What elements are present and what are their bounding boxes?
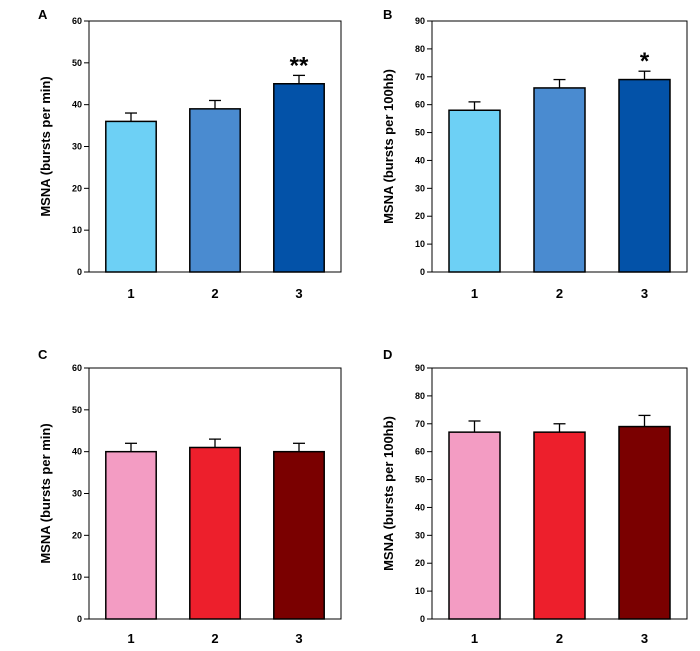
y-tick-label-d-40: 40 [415, 502, 425, 512]
bar-c-3 [273, 450, 325, 620]
bar-c-1 [105, 450, 157, 620]
y-tick-label-b-30: 30 [415, 183, 425, 193]
y-tick-label-b-40: 40 [415, 155, 425, 165]
bar-b-2 [533, 87, 586, 273]
y-axis-title-b: MSNA (bursts per 100hb) [381, 69, 396, 224]
panel-c: 0 10 20 30 40 50 60 1 2 3 MSNA (bursts per min) C [38, 347, 342, 646]
bar-b-3 [618, 78, 671, 273]
x-category-label-a-1: 1 [127, 286, 134, 301]
bar-d-2 [533, 431, 586, 620]
y-tick-label-b-0: 0 [420, 267, 425, 277]
y-tick-label-d-80: 80 [415, 391, 425, 401]
x-category-label-a-3: 3 [295, 286, 302, 301]
x-category-label-d-2: 2 [556, 631, 563, 646]
bar-d-1 [448, 431, 501, 620]
y-tick-label-c-10: 10 [72, 572, 82, 582]
x-category-label-b-3: 3 [641, 286, 648, 301]
x-category-label-d-1: 1 [471, 631, 478, 646]
y-tick-label-a-10: 10 [72, 225, 82, 235]
y-tick-label-c-40: 40 [72, 447, 82, 457]
y-tick-label-b-70: 70 [415, 72, 425, 82]
bar-a-2 [189, 108, 241, 273]
panel-d: 0 10 20 30 40 50 60 70 80 90 1 2 3 MSNA (bursts per 1… [381, 347, 688, 646]
y-tick-label-c-0: 0 [77, 614, 82, 624]
x-category-label-c-3: 3 [295, 631, 302, 646]
y-tick-label-d-50: 50 [415, 475, 425, 485]
y-tick-label-d-30: 30 [415, 530, 425, 540]
panel-letter-b: B [383, 7, 392, 22]
y-tick-label-a-60: 60 [72, 16, 82, 26]
bar-d-3 [618, 425, 671, 620]
y-tick-label-b-80: 80 [415, 44, 425, 54]
x-category-label-b-1: 1 [471, 286, 478, 301]
y-tick-label-d-20: 20 [415, 558, 425, 568]
y-tick-label-b-90: 90 [415, 16, 425, 26]
y-tick-label-b-60: 60 [415, 100, 425, 110]
y-tick-label-a-50: 50 [72, 58, 82, 68]
x-category-label-c-1: 1 [127, 631, 134, 646]
panel-b: 0 10 20 30 40 50 60 70 80 90 1 2 3 * MSNA (bursts per … [381, 7, 688, 301]
y-axis-title-d: MSNA (bursts per 100hb) [381, 416, 396, 571]
panel-letter-d: D [383, 347, 392, 362]
y-tick-label-a-20: 20 [72, 183, 82, 193]
y-tick-label-b-10: 10 [415, 239, 425, 249]
y-tick-label-d-60: 60 [415, 447, 425, 457]
significance-label-a-3: ** [290, 52, 309, 79]
y-tick-label-d-10: 10 [415, 586, 425, 596]
y-tick-label-a-30: 30 [72, 142, 82, 152]
x-category-label-c-2: 2 [211, 631, 218, 646]
y-axis-title-a: MSNA (bursts per min) [38, 76, 53, 216]
y-axis-title-c: MSNA (bursts per min) [38, 423, 53, 563]
x-category-label-d-3: 3 [641, 631, 648, 646]
y-tick-label-c-60: 60 [72, 363, 82, 373]
y-tick-label-a-40: 40 [72, 100, 82, 110]
panel-letter-c: C [38, 347, 48, 362]
panel-letter-a: A [38, 7, 48, 22]
bar-c-2 [189, 446, 241, 620]
y-tick-label-d-0: 0 [420, 614, 425, 624]
y-tick-label-b-50: 50 [415, 128, 425, 138]
bar-b-1 [448, 109, 501, 273]
y-tick-label-c-50: 50 [72, 405, 82, 415]
y-tick-label-c-30: 30 [72, 489, 82, 499]
y-tick-label-d-90: 90 [415, 363, 425, 373]
y-tick-label-c-20: 20 [72, 530, 82, 540]
y-tick-label-d-70: 70 [415, 419, 425, 429]
panel-a: 0 10 20 30 40 50 60 1 2 3 ** MSNA (bursts per min) A [38, 7, 342, 301]
x-category-label-a-2: 2 [211, 286, 218, 301]
bar-a-1 [105, 120, 157, 273]
x-category-label-b-2: 2 [556, 286, 563, 301]
y-tick-label-b-20: 20 [415, 211, 425, 221]
significance-label-b-3: * [640, 48, 650, 75]
bar-a-3 [273, 83, 325, 273]
y-tick-label-a-0: 0 [77, 267, 82, 277]
